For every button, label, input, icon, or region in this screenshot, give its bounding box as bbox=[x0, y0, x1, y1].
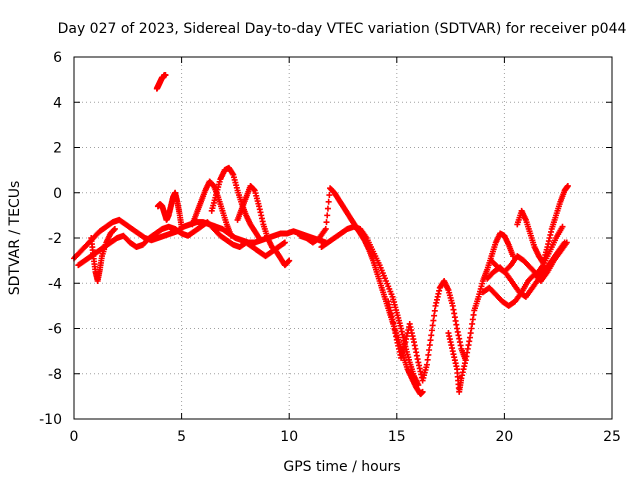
y-tick-label: -8 bbox=[48, 367, 62, 383]
data-points bbox=[71, 72, 571, 398]
y-tick-label: -2 bbox=[48, 231, 62, 247]
data-series-arc-mid-1 bbox=[189, 178, 235, 239]
axis-ticks: 0 5 10 15 20 25 -10 -8 -6 -4 -2 0 2 4 6 bbox=[39, 50, 621, 445]
data-point bbox=[111, 225, 118, 232]
data-point bbox=[324, 212, 331, 219]
y-tick-label: 6 bbox=[53, 50, 62, 66]
data-series-arc-mid-3 bbox=[234, 182, 293, 269]
grid-lines bbox=[74, 57, 612, 419]
x-tick-label: 5 bbox=[177, 429, 186, 445]
y-tick-label: 4 bbox=[53, 95, 62, 111]
data-point bbox=[228, 232, 235, 239]
x-tick-label: 20 bbox=[495, 429, 513, 445]
data-point bbox=[324, 205, 331, 212]
data-point bbox=[323, 219, 330, 226]
data-series-track-i bbox=[479, 239, 570, 309]
y-tick-label: 2 bbox=[53, 141, 62, 157]
y-tick-label: -4 bbox=[48, 276, 62, 292]
data-series-track-c bbox=[88, 225, 118, 284]
data-series-outlier bbox=[153, 72, 169, 92]
y-tick-label: 0 bbox=[53, 186, 62, 202]
data-series-track-h bbox=[484, 239, 568, 300]
data-series-track-k bbox=[488, 223, 566, 278]
data-point bbox=[286, 257, 293, 264]
data-series-arc-early bbox=[154, 189, 185, 230]
y-axis-title: SDTVAR / TECUs bbox=[7, 181, 23, 296]
data-series-track-b bbox=[75, 219, 288, 269]
y-tick-label: -6 bbox=[48, 322, 62, 338]
x-tick-label: 15 bbox=[388, 429, 406, 445]
data-point bbox=[325, 198, 332, 205]
data-point bbox=[326, 192, 333, 199]
data-point bbox=[256, 235, 263, 241]
data-point bbox=[415, 382, 422, 389]
y-tick-label: -10 bbox=[39, 412, 62, 428]
data-series-track-j bbox=[514, 182, 571, 266]
data-point bbox=[281, 239, 288, 246]
data-point bbox=[419, 388, 426, 395]
data-point bbox=[178, 223, 185, 230]
chart-title: Day 027 of 2023, Sidereal Day-to-day VTE… bbox=[58, 21, 627, 37]
data-point bbox=[162, 72, 169, 79]
data-series-track-e bbox=[318, 223, 422, 389]
x-tick-label: 0 bbox=[70, 429, 79, 445]
data-series-track-f bbox=[385, 277, 469, 384]
data-series-track-d bbox=[296, 185, 426, 398]
x-tick-label: 10 bbox=[280, 429, 298, 445]
data-point bbox=[559, 223, 566, 230]
data-point bbox=[564, 182, 571, 189]
x-tick-label: 25 bbox=[603, 429, 621, 445]
data-point bbox=[322, 225, 329, 232]
x-axis-title: GPS time / hours bbox=[283, 459, 400, 475]
data-point bbox=[563, 239, 570, 246]
